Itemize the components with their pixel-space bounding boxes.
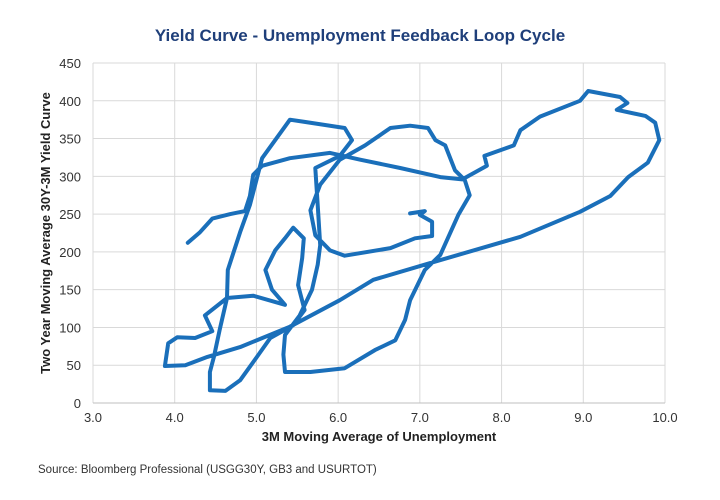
y-tick-label: 400 xyxy=(59,94,81,109)
x-tick-label: 7.0 xyxy=(411,410,429,425)
x-tick-label: 5.0 xyxy=(247,410,265,425)
series-line xyxy=(162,89,662,393)
x-tick-label: 9.0 xyxy=(574,410,592,425)
y-tick-label: 450 xyxy=(59,56,81,71)
y-tick-label: 350 xyxy=(59,132,81,147)
y-tick-label: 300 xyxy=(59,169,81,184)
y-tick-label: 50 xyxy=(67,358,81,373)
x-tick-label: 6.0 xyxy=(329,410,347,425)
y-axis-label: Two Year Moving Average 30Y-3M Yield Cur… xyxy=(38,92,53,374)
y-tick-label: 250 xyxy=(59,207,81,222)
y-tick-label: 150 xyxy=(59,283,81,298)
x-tick-label: 4.0 xyxy=(166,410,184,425)
x-tick-label: 8.0 xyxy=(493,410,511,425)
x-axis-label: 3M Moving Average of Unemployment xyxy=(262,429,497,444)
y-tick-label: 0 xyxy=(74,396,81,411)
y-tick-label: 200 xyxy=(59,245,81,260)
chart-title: Yield Curve - Unemployment Feedback Loop… xyxy=(155,26,565,45)
x-tick-label: 10.0 xyxy=(652,410,677,425)
source-note: Source: Bloomberg Professional (USGG30Y,… xyxy=(38,464,377,476)
y-tick-label: 100 xyxy=(59,320,81,335)
x-tick-label: 3.0 xyxy=(84,410,102,425)
